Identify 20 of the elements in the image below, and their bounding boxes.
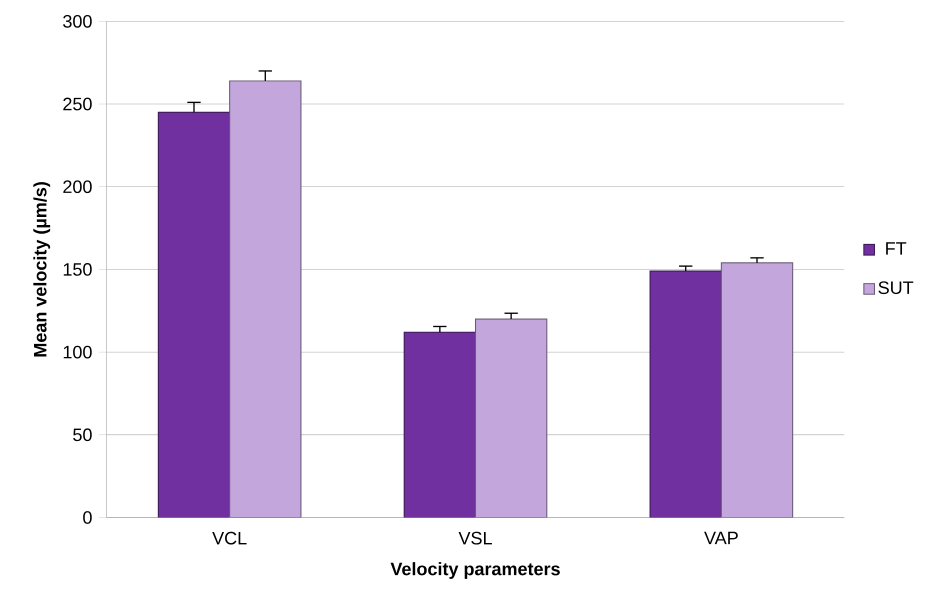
y-tick-label: 250 <box>63 98 92 110</box>
x-tick-label: VCL <box>212 532 247 545</box>
y-tick-label: 150 <box>64 263 92 276</box>
y-tick-label: 300 <box>63 15 92 28</box>
x-axis-title: Velocity parameters <box>390 562 560 579</box>
legend-label: SUT <box>878 281 914 294</box>
bar <box>158 112 230 518</box>
y-tick-label: 100 <box>64 346 92 359</box>
y-tick-label: 50 <box>73 428 92 442</box>
y-tick-label: 200 <box>63 180 92 194</box>
bar <box>720 262 794 518</box>
x-tick-label: VSL <box>458 532 492 545</box>
bar <box>650 270 722 518</box>
y-tick-label: 0 <box>83 511 92 524</box>
bar <box>404 332 476 518</box>
legend-label: FT <box>886 242 906 255</box>
x-tick-label: VAP <box>704 532 738 544</box>
bar <box>474 318 548 518</box>
bar <box>229 80 302 518</box>
y-axis-title: Mean velocity (µm/s) <box>33 182 50 357</box>
